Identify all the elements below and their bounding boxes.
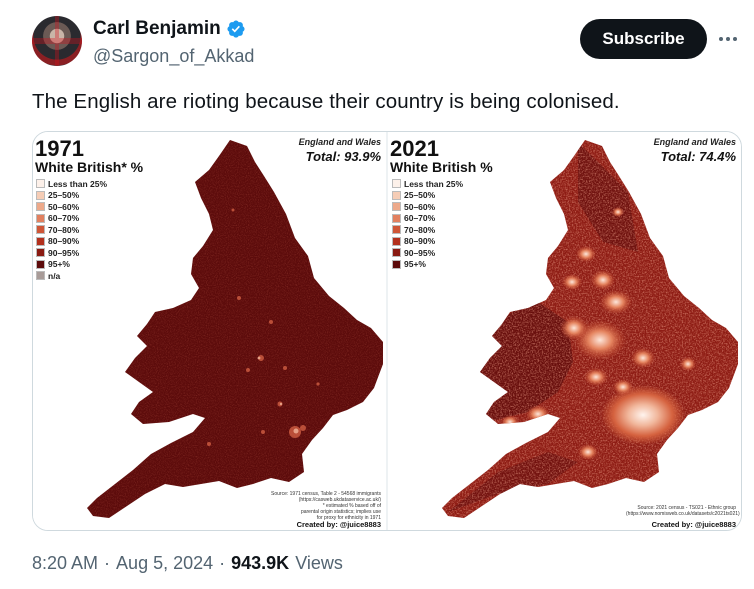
- legend-item: 90–95%: [36, 247, 107, 259]
- legend-swatch: [392, 179, 401, 189]
- map-region: England and Wales: [653, 137, 736, 147]
- england-wales-map-1971: [87, 140, 383, 518]
- verified-badge-icon: [227, 20, 245, 38]
- map-total: Total: 93.9%: [305, 149, 381, 164]
- meta-separator: ·: [219, 553, 226, 573]
- views-label: Views: [295, 553, 343, 573]
- map-1971-panel[interactable]: 1971 White British* % England and Wales …: [33, 132, 387, 530]
- legend-item: 90–95%: [392, 247, 463, 259]
- legend-swatch: [36, 202, 45, 212]
- legend-swatch: [36, 190, 45, 200]
- tweet-meta: 8:20 AM · Aug 5, 2024 · 943.9K Views: [32, 553, 343, 574]
- map-year: 2021: [390, 136, 439, 161]
- map-2021-panel[interactable]: 2021 White British % England and Wales T…: [388, 132, 741, 530]
- legend-swatch: [36, 248, 45, 258]
- map-year: 1971: [35, 136, 84, 161]
- legend-swatch: [392, 202, 401, 212]
- legend-swatch: [36, 236, 45, 246]
- tweet-date[interactable]: Aug 5, 2024: [116, 553, 214, 573]
- map-source: Source: 1971 census, Table 2 - 54568 imm…: [271, 491, 381, 521]
- map-total: Total: 74.4%: [660, 149, 736, 164]
- views-count: 943.9K: [231, 553, 290, 573]
- legend-swatch: [36, 271, 45, 281]
- legend-item: 50–60%: [36, 201, 107, 213]
- legend-swatch: [36, 225, 45, 235]
- author-name-row[interactable]: Carl Benjamin: [93, 18, 246, 40]
- map-source: Source: 2021 census - TS021 - Ethnic gro…: [626, 505, 740, 517]
- more-icon[interactable]: [713, 26, 743, 52]
- legend-item: Less than 25%: [392, 178, 463, 190]
- avatar-flag: [32, 16, 82, 66]
- media-divider: [386, 132, 388, 530]
- tweet-media[interactable]: 1971 White British* % England and Wales …: [32, 131, 742, 531]
- map-region: England and Wales: [298, 137, 381, 147]
- map-legend: Less than 25% 25–50% 50–60% 60–70% 70–80…: [36, 178, 107, 282]
- legend-swatch: [392, 236, 401, 246]
- display-name[interactable]: Carl Benjamin: [93, 18, 221, 39]
- legend-item: 95+%: [36, 259, 107, 271]
- legend-item: 80–90%: [392, 236, 463, 248]
- subscribe-button[interactable]: Subscribe: [580, 19, 707, 59]
- legend-item: 50–60%: [392, 201, 463, 213]
- legend-swatch: [392, 225, 401, 235]
- legend-swatch: [392, 259, 401, 269]
- legend-item: 70–80%: [392, 224, 463, 236]
- tweet-text: The English are rioting because their co…: [32, 90, 620, 113]
- legend-swatch: [36, 213, 45, 223]
- map-credit: Created by: @juice8883: [651, 520, 736, 529]
- map-legend: Less than 25% 25–50% 50–60% 60–70% 70–80…: [392, 178, 463, 270]
- legend-swatch: [392, 190, 401, 200]
- legend-swatch: [392, 213, 401, 223]
- author-handle[interactable]: @Sargon_of_Akkad: [93, 46, 255, 66]
- legend-item: 70–80%: [36, 224, 107, 236]
- map-subtitle: White British* %: [35, 159, 144, 175]
- avatar[interactable]: [32, 16, 82, 66]
- meta-separator: ·: [104, 553, 111, 573]
- legend-item: 60–70%: [392, 213, 463, 225]
- legend-item: 25–50%: [392, 190, 463, 202]
- map-subtitle: White British %: [390, 159, 493, 175]
- legend-item: 25–50%: [36, 190, 107, 202]
- legend-item: Less than 25%: [36, 178, 107, 190]
- legend-item: 95+%: [392, 259, 463, 271]
- legend-swatch: [392, 248, 401, 258]
- map-credit: Created by: @juice8883: [296, 520, 381, 529]
- england-wales-map-2021: [442, 140, 738, 518]
- tweet-time[interactable]: 8:20 AM: [32, 553, 99, 573]
- legend-swatch: [36, 259, 45, 269]
- legend-item: 60–70%: [36, 213, 107, 225]
- legend-item: n/a: [36, 270, 107, 282]
- legend-item: 80–90%: [36, 236, 107, 248]
- legend-swatch: [36, 179, 45, 189]
